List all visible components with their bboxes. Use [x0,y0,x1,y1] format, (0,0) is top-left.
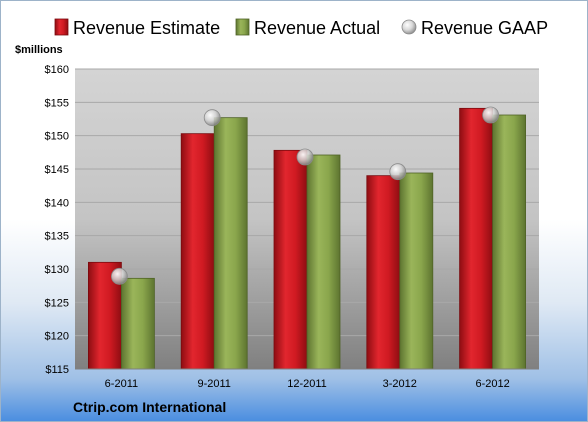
legend: Revenue Estimate Revenue Actual Revenue … [54,18,548,38]
y-axis-unit-label: $millions [15,44,63,56]
legend-swatch-actual [235,18,250,36]
x-tick-label: 9-2011 [197,378,230,390]
bar-revenue-actual [213,117,248,370]
legend-label-gaap: Revenue GAAP [421,18,548,38]
bar-revenue-estimate [459,107,494,370]
y-tick-label: $140 [45,197,69,209]
gaap-point [389,163,407,181]
bar-revenue-estimate [273,149,308,370]
y-tick-label: $120 [45,331,69,343]
x-tick-label: 12-2011 [287,378,327,390]
bars [88,107,527,370]
y-tick-label: $145 [45,164,69,176]
y-tick-label: $135 [45,231,69,243]
y-tick-label: $160 [45,64,69,76]
gaap-points [111,106,500,285]
legend-label-actual: Revenue Actual [254,18,380,38]
gaap-point [111,267,128,285]
x-tick-label: 6-2012 [475,378,509,390]
bar-revenue-estimate [180,133,215,370]
legend-label-estimate: Revenue Estimate [73,18,220,38]
y-tick-label: $125 [45,297,69,309]
legend-swatch-gaap [401,19,417,35]
bar-revenue-actual [399,172,434,370]
bar-revenue-estimate [366,175,401,370]
x-tick-label: 6-2011 [105,378,138,390]
bar-revenue-actual [492,114,527,370]
legend-item-revenue-estimate: Revenue Estimate [54,18,220,38]
y-tick-label: $150 [45,131,69,143]
x-tick-label: 3-2012 [383,378,417,390]
x-axis-ticks: 6-2011 9-2011 12-2011 3-2012 6-2012 [105,378,510,390]
y-axis-ticks: $115 $120 $125 $130 $135 $140 $145 $150 $155 $160 [45,64,69,376]
gaap-point [296,148,314,166]
company-name: Ctrip.com International [73,399,226,415]
legend-swatch-estimate [54,18,69,36]
gaap-point [203,109,221,127]
bar-revenue-actual [121,277,155,370]
gaap-point [482,106,500,124]
legend-item-revenue-gaap: Revenue GAAP [401,18,548,38]
y-tick-label: $115 [45,364,69,376]
bar-revenue-actual [306,154,341,370]
y-tick-label: $155 [45,97,69,109]
y-tick-label: $130 [45,264,69,276]
legend-item-revenue-actual: Revenue Actual [235,18,380,38]
